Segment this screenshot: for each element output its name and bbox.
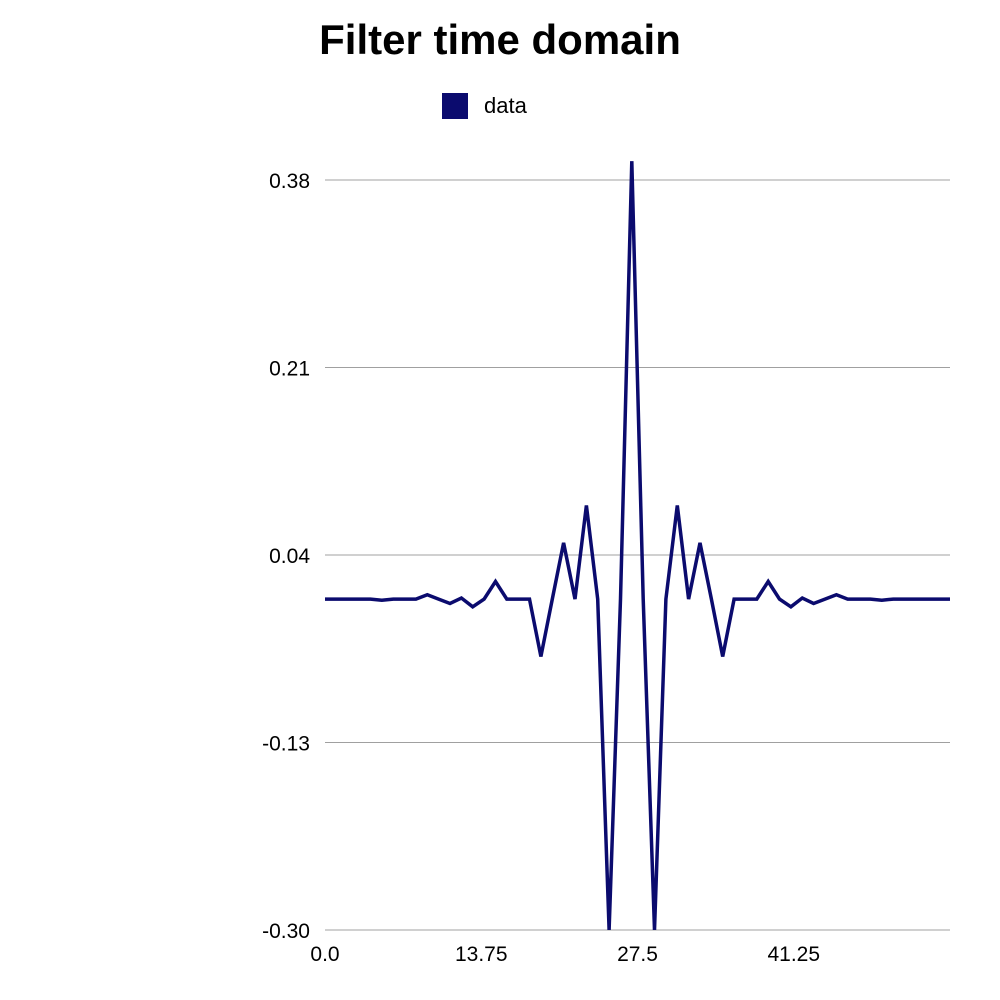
x-tick-label: 27.5 (617, 943, 658, 966)
x-tick-label: 41.25 (767, 943, 820, 966)
chart-title: Filter time domain (319, 16, 681, 63)
series-line (325, 161, 950, 931)
y-tick-label: 0.38 (269, 170, 310, 193)
x-axis-ticks: 0.0 13.75 27.5 41.25 (310, 943, 820, 966)
x-tick-label: 13.75 (455, 943, 508, 966)
legend-swatch (442, 93, 468, 119)
legend-label: data (484, 93, 527, 118)
grid-lines (325, 179, 950, 931)
y-tick-label: -0.13 (262, 733, 310, 756)
legend: data (442, 92, 527, 120)
y-axis-ticks: 0.38 0.21 0.04 -0.13 -0.30 (262, 170, 310, 943)
series-layer (325, 161, 950, 931)
y-tick-label: 0.04 (269, 545, 310, 568)
y-tick-label: 0.21 (269, 358, 310, 381)
x-tick-label: 0.0 (310, 943, 339, 966)
y-tick-label: -0.30 (262, 920, 310, 943)
